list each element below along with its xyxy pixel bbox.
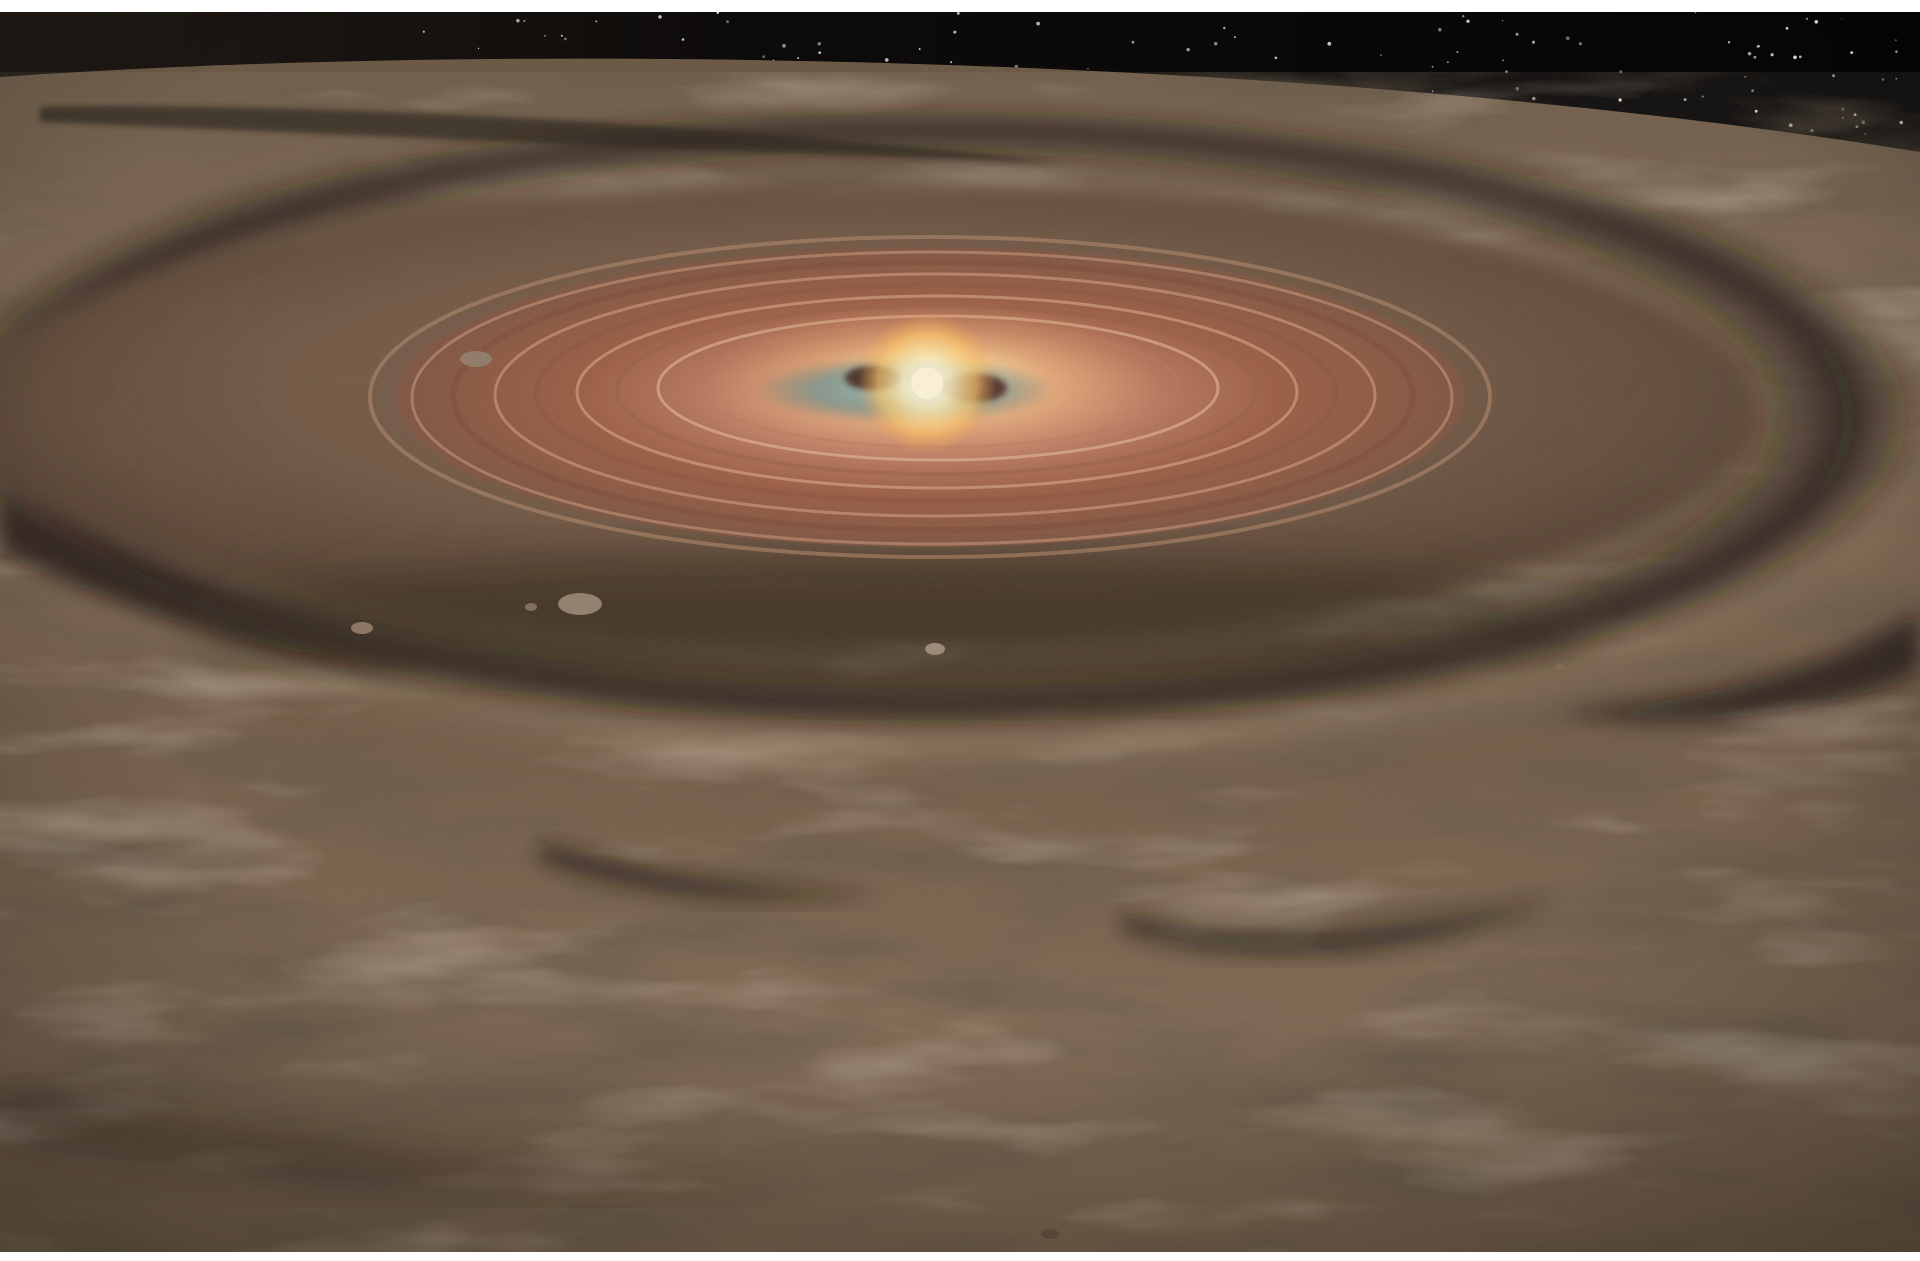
protoplanetary-disk-illustration — [0, 12, 1920, 1261]
vignette — [0, 12, 1920, 1261]
bottom-border — [0, 1252, 1920, 1261]
